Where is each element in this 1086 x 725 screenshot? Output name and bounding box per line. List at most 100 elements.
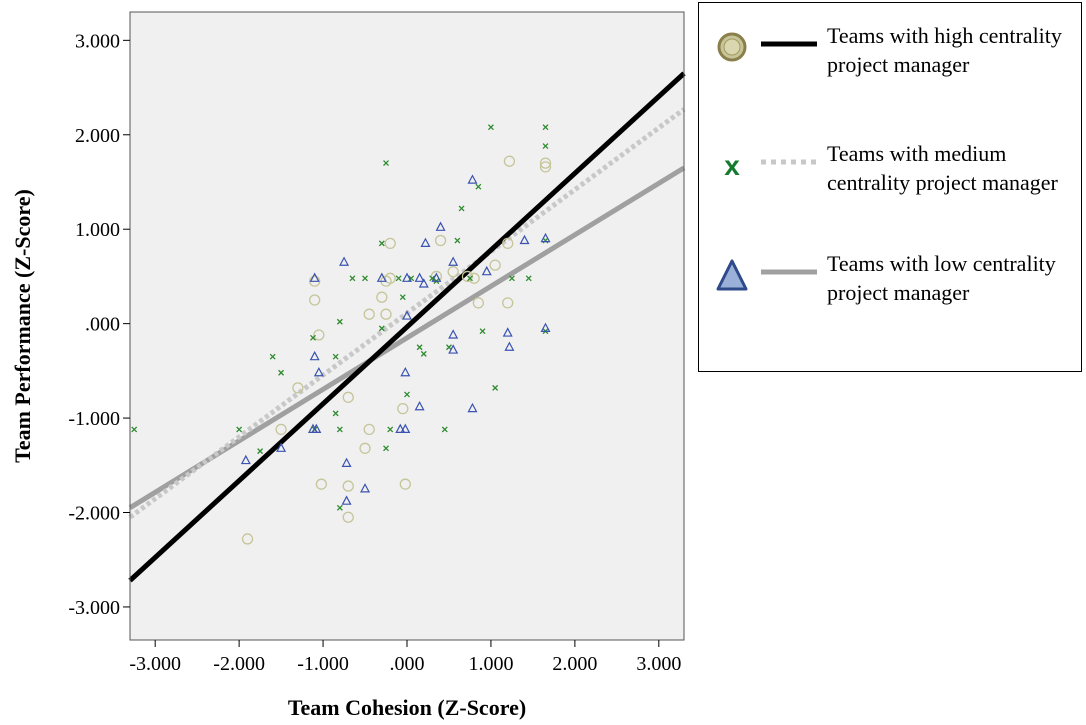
data-point xyxy=(278,369,285,376)
data-point xyxy=(441,426,448,433)
legend-label-low: Teams with low centrality project manage… xyxy=(827,251,1056,305)
data-point xyxy=(241,533,254,545)
data-point xyxy=(447,266,459,278)
data-point xyxy=(383,160,389,167)
legend-item-low: Teams with low centrality project manage… xyxy=(699,249,1081,359)
data-point xyxy=(309,350,320,361)
data-point xyxy=(360,483,371,493)
fit-lines xyxy=(128,71,686,583)
data-point xyxy=(362,275,368,282)
data-point xyxy=(487,124,494,131)
legend-label-high: Teams with high centrality project manag… xyxy=(827,23,1062,77)
x-marker-icon: x xyxy=(724,150,740,181)
data-point xyxy=(363,308,375,320)
data-point xyxy=(414,272,425,282)
fit-line-1 xyxy=(128,107,686,520)
y-tick-label: -1.000 xyxy=(68,408,120,430)
data-point xyxy=(309,275,321,287)
data-point xyxy=(336,504,343,511)
data-point xyxy=(539,161,552,173)
data-point xyxy=(311,423,322,434)
data-point xyxy=(269,353,276,360)
x-tick-label: 2.000 xyxy=(552,653,597,675)
series-points-2 xyxy=(240,174,551,505)
data-point xyxy=(387,426,394,433)
data-point xyxy=(384,272,396,284)
y-tick-label: 2.000 xyxy=(75,125,120,147)
data-point xyxy=(309,294,321,306)
data-point xyxy=(395,275,402,282)
data-point xyxy=(315,478,328,490)
data-point xyxy=(292,382,304,394)
data-point xyxy=(454,237,461,244)
data-point xyxy=(359,442,371,454)
circle-marker-icon xyxy=(717,32,747,62)
data-point xyxy=(257,448,264,455)
data-point xyxy=(519,234,530,245)
data-point xyxy=(429,275,436,282)
data-point xyxy=(395,423,406,434)
series-points-0 xyxy=(241,155,552,545)
data-point xyxy=(349,275,356,282)
data-point xyxy=(275,423,287,436)
data-point xyxy=(479,328,486,335)
data-point xyxy=(431,272,442,282)
triangle-marker-icon xyxy=(716,259,748,291)
data-point xyxy=(363,423,375,436)
data-point xyxy=(378,240,385,247)
x-tick-label: -2.000 xyxy=(213,653,265,675)
data-point xyxy=(448,344,459,354)
legend-item-high: Teams with high centrality project manag… xyxy=(699,21,1081,131)
data-point xyxy=(313,329,325,341)
solid-line-icon xyxy=(761,41,817,47)
data-point xyxy=(383,445,389,452)
data-point xyxy=(503,155,516,167)
dotted-line-icon xyxy=(761,159,817,165)
data-point xyxy=(384,237,396,250)
data-point xyxy=(342,391,354,403)
data-point xyxy=(502,297,514,309)
data-point xyxy=(336,426,343,433)
data-point xyxy=(336,318,343,325)
axes: -3.000 -2.000 -1.000 .000 1.000 2.000 3.000 -3.… xyxy=(68,11,685,675)
data-point xyxy=(341,457,352,468)
scatter-chart: -3.000 -2.000 -1.000 .000 1.000 2.000 3.000 -3.… xyxy=(10,11,686,720)
data-point xyxy=(525,275,532,282)
data-point xyxy=(378,325,385,332)
x-tick-label: 3.000 xyxy=(636,653,681,675)
data-point xyxy=(131,426,138,433)
data-point xyxy=(397,402,409,415)
data-point xyxy=(414,400,425,411)
data-point xyxy=(332,410,339,417)
data-point xyxy=(504,341,515,351)
series-points-1 xyxy=(131,124,549,511)
legend-label-medium: Teams with medium centrality project man… xyxy=(827,141,1058,195)
y-tick-label: -2.000 xyxy=(68,503,120,525)
x-tick-label: -1.000 xyxy=(297,653,349,675)
data-point xyxy=(420,237,431,247)
data-point xyxy=(404,391,410,398)
data-points xyxy=(131,124,552,545)
data-point xyxy=(508,275,515,282)
data-point xyxy=(467,402,478,413)
y-axis-title: Team Performance (Z-Score) xyxy=(10,189,35,463)
solid-gray-line-icon xyxy=(761,269,817,275)
data-point xyxy=(240,454,251,465)
data-point xyxy=(448,256,459,266)
data-point xyxy=(466,275,473,282)
data-point xyxy=(402,310,412,320)
x-axis-title: Team Cohesion (Z-Score) xyxy=(288,695,526,720)
data-point xyxy=(341,495,352,505)
data-point xyxy=(489,259,501,271)
data-point xyxy=(542,124,549,131)
data-point xyxy=(408,275,415,282)
data-point xyxy=(458,205,465,212)
data-point xyxy=(446,344,452,351)
data-point xyxy=(448,329,459,339)
y-tick-label: .000 xyxy=(85,314,120,336)
data-point xyxy=(540,232,551,243)
data-point xyxy=(339,256,350,266)
data-point xyxy=(400,366,411,377)
y-tick-label: 3.000 xyxy=(75,30,120,52)
data-point xyxy=(342,511,354,523)
